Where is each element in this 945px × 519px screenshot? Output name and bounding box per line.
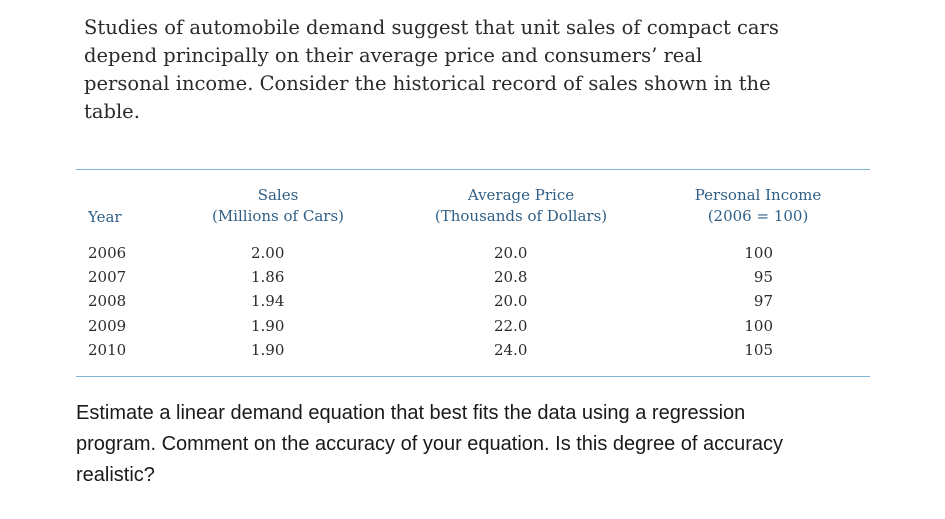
- column-income: 100 95 97 100 105: [725, 241, 773, 362]
- cell-income: 100: [744, 316, 773, 335]
- header-year-label: Year: [88, 208, 122, 226]
- column-price: 20.0 20.8 20.0 22.0 24.0: [494, 241, 527, 362]
- header-price: Average Price (Thousands of Dollars): [405, 185, 637, 227]
- cell-income: 100: [744, 244, 773, 262]
- cell-year: 2009: [88, 316, 127, 335]
- cell-sales: 1.90: [251, 340, 285, 359]
- intro-line: depend principally on their average pric…: [84, 44, 703, 67]
- cell-sales: 1.94: [251, 292, 285, 311]
- cell-price: 22.0: [494, 316, 528, 335]
- header-sales: Sales (Millions of Cars): [190, 185, 366, 227]
- cell-year: 2008: [88, 292, 127, 311]
- intro-line: table.: [84, 100, 140, 123]
- header-income-unit: (2006 = 100): [707, 207, 809, 225]
- header-year: Year: [88, 207, 122, 228]
- column-year: 2006 2007 2008 2009 2010: [88, 241, 126, 362]
- header-sales-unit: (Millions of Cars): [211, 207, 345, 225]
- cell-price: 24.0: [494, 340, 528, 359]
- header-price-unit: (Thousands of Dollars): [434, 207, 608, 225]
- header-income: Personal Income (2006 = 100): [666, 185, 850, 227]
- cell-price: 20.0: [494, 292, 528, 311]
- cell-price: 20.0: [494, 244, 528, 262]
- table-top-rule: [76, 169, 870, 170]
- cell-income: 105: [744, 340, 773, 359]
- cell-sales: 2.00: [251, 244, 285, 262]
- cell-year: 2006: [88, 244, 127, 262]
- question-line: Estimate a linear demand equation that b…: [76, 402, 746, 424]
- header-sales-title: Sales: [257, 186, 299, 204]
- cell-income: 95: [753, 268, 773, 287]
- column-sales: 2.00 1.86 1.94 1.90 1.90: [251, 241, 284, 362]
- intro-line: Studies of automobile demand suggest tha…: [84, 16, 779, 39]
- cell-year: 2010: [88, 340, 127, 359]
- question-line: realistic?: [76, 464, 155, 486]
- cell-income: 97: [753, 292, 773, 311]
- question-line: program. Comment on the accuracy of your…: [76, 433, 784, 455]
- intro-line: personal income. Consider the historical…: [84, 72, 771, 95]
- problem-question: Estimate a linear demand equation that b…: [76, 398, 896, 491]
- header-price-title: Average Price: [467, 186, 575, 204]
- problem-intro: Studies of automobile demand suggest tha…: [84, 14, 884, 126]
- cell-price: 20.8: [494, 268, 528, 287]
- cell-sales: 1.86: [251, 268, 285, 287]
- header-income-title: Personal Income: [694, 186, 822, 204]
- cell-sales: 1.90: [251, 316, 285, 335]
- table-bottom-rule: [76, 376, 870, 377]
- cell-year: 2007: [88, 268, 127, 287]
